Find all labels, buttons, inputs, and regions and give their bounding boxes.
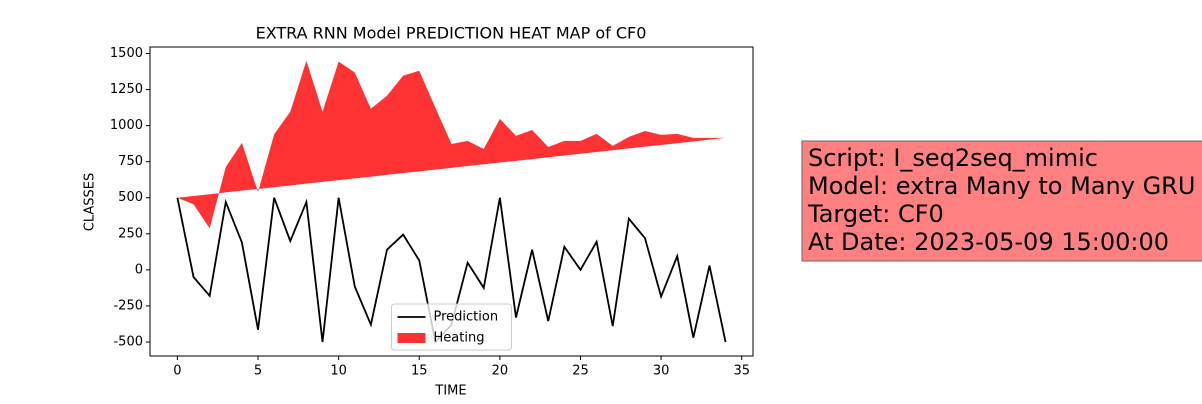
heating-area	[177, 60, 726, 229]
x-tick-label: 5	[254, 364, 262, 379]
annotation-line: At Date: 2023-05-09 15:00:00	[808, 228, 1169, 256]
y-tick-label: 1000	[110, 118, 143, 133]
x-tick-label: 20	[492, 364, 509, 379]
annotation-line: Script: I_seq2seq_mimic	[808, 144, 1098, 172]
y-tick-label: -500	[113, 335, 143, 350]
y-tick-label: 250	[118, 226, 143, 241]
y-tick-label: 0	[135, 262, 143, 277]
x-tick-label: 25	[572, 364, 589, 379]
x-tick-label: 0	[173, 364, 181, 379]
legend-label: Prediction	[434, 310, 499, 325]
y-tick-label: -250	[113, 298, 143, 313]
annotation-box	[801, 140, 1202, 262]
x-tick-label: 10	[330, 364, 347, 379]
x-tick-label: 30	[653, 364, 670, 379]
x-tick-label: 15	[411, 364, 428, 379]
x-axis-label: TIME	[434, 384, 466, 399]
x-tick-label: 35	[733, 364, 750, 379]
y-axis-label: CLASSES	[83, 173, 98, 231]
plot-frame	[149, 46, 754, 357]
chart-title: EXTRA RNN Model PREDICTION HEAT MAP of C…	[256, 24, 647, 43]
y-tick-label: 750	[118, 154, 143, 169]
annotation-line: Model: extra Many to Many GRU	[808, 172, 1195, 200]
y-tick-label: 500	[118, 190, 143, 205]
y-tick-label: 1250	[110, 82, 143, 97]
annotation-line: Target: CF0	[807, 200, 944, 228]
y-tick-label: 1500	[110, 46, 143, 61]
legend-label: Heating	[434, 331, 485, 346]
legend-swatch	[397, 333, 426, 343]
